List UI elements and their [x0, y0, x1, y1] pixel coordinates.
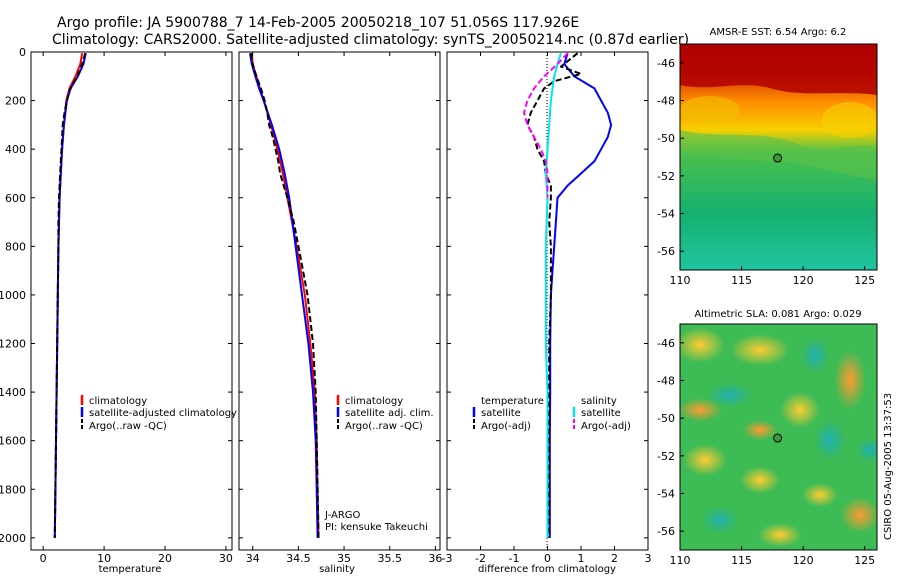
- x-tick-label: 0: [40, 552, 47, 565]
- y-tick-label: 400: [5, 143, 26, 156]
- x-tick-label: 36: [428, 552, 442, 565]
- legend-title-salinity: salinity: [581, 396, 617, 407]
- map-x-tick-label: 125: [854, 274, 875, 287]
- x-tick-label: 35.5: [378, 552, 403, 565]
- x-tick-label: 35: [337, 552, 351, 565]
- y-tick-label: 1600: [0, 435, 26, 448]
- legend-label-argo: Argo(..raw -QC): [345, 421, 423, 432]
- x-tick-label: 34: [246, 552, 260, 565]
- salinity-xlabel: salinity: [319, 564, 355, 575]
- legend-label-temp-satellite: satellite: [481, 408, 521, 419]
- x-tick-label: 3: [645, 552, 652, 565]
- map-x-tick-label: 125: [854, 554, 875, 567]
- map-y-tick-label: -46: [657, 57, 675, 70]
- legend-title-temperature: temperature: [481, 396, 544, 407]
- temperature-xlabel: temperature: [99, 564, 162, 575]
- map-x-tick-label: 110: [670, 274, 691, 287]
- y-tick-label: 0: [19, 46, 26, 59]
- x-tick-label: 1: [578, 552, 585, 565]
- x-tick-label: 20: [158, 552, 172, 565]
- series-line-salinity-argo-adj: [523, 52, 569, 198]
- map-y-tick-label: -54: [657, 208, 675, 221]
- series-line-satellite-adj-clim: [249, 53, 319, 538]
- y-tick-label: 200: [5, 95, 26, 108]
- x-tick-label: 10: [97, 552, 111, 565]
- temperature-panel: 0 10 20 30 temperature climatology satellit…: [30, 51, 237, 575]
- legend-label-climatology: climatology: [345, 396, 403, 407]
- sst-map-title: AMSR-E SST: 6.54 Argo: 6.2: [710, 27, 847, 38]
- y-tick-label: 1200: [0, 338, 26, 351]
- sst-map-panel: AMSR-E SST: 6.54 Argo: 6.2 110 115 120 125 -…: [657, 27, 878, 287]
- legend-label-sal-argo: Argo(-adj): [581, 421, 631, 432]
- map-x-tick-label: 115: [731, 274, 752, 287]
- x-tick-label: -3: [442, 552, 453, 565]
- map-y-tick-label: -50: [657, 412, 675, 425]
- argo-position-marker: [773, 153, 783, 163]
- map-x-tick-label: 110: [670, 554, 691, 567]
- series-line-temperature-argo-adj: [526, 52, 582, 538]
- x-tick-label: 30: [219, 552, 233, 565]
- legend-label-argo: Argo(..raw -QC): [89, 421, 167, 432]
- legend-label-climatology: climatology: [89, 396, 147, 407]
- map-y-tick-label: -48: [657, 95, 675, 108]
- sla-map-title: Altimetric SLA: 0.081 Argo: 0.029: [694, 309, 861, 320]
- x-tick-label: 34.5: [286, 552, 311, 565]
- figure-title-line1: Argo profile: JA 5900788_7 14-Feb-2005 2…: [57, 15, 579, 31]
- annotation-pi: PI: kensuke Takeuchi: [325, 522, 428, 533]
- sst-map-frame: [679, 43, 878, 271]
- map-y-tick-label: -52: [657, 170, 675, 183]
- map-y-tick-label: -48: [657, 375, 675, 388]
- x-tick-label: 2: [611, 552, 618, 565]
- difference-xlabel: difference from climatology: [478, 564, 616, 575]
- legend-label-sal-satellite: satellite: [581, 408, 621, 419]
- legend-label-satellite-adj: satellite adj. clim.: [345, 408, 434, 419]
- legend-label-temp-argo: Argo(-adj): [481, 421, 531, 432]
- x-tick-label: 0: [544, 552, 551, 565]
- map-y-tick-label: -54: [657, 488, 675, 501]
- difference-legend-temperature: temperature satellite Argo(-adj): [472, 396, 544, 432]
- sla-map-frame: [679, 323, 878, 551]
- y-tick-label: 800: [5, 240, 26, 253]
- legend-label-satellite-adjusted: satellite-adjusted climatology: [89, 408, 237, 419]
- y-tick-label: 1400: [0, 386, 26, 399]
- map-x-tick-label: 120: [793, 554, 814, 567]
- map-x-tick-label: 120: [793, 274, 814, 287]
- map-y-tick-label: -52: [657, 450, 675, 463]
- salinity-legend: climatology satellite adj. clim. Argo(..…: [336, 395, 434, 432]
- credit-stamp: CSIRO 05-Aug-2005 13:37:53: [883, 393, 894, 540]
- y-tick-label: 1800: [0, 483, 26, 496]
- difference-panel: -3 -2 -1 0 1 2 3 difference from climatology t…: [442, 51, 652, 575]
- salinity-panel: 34 34.5 35 35.5 36 salinity climatology sate…: [238, 51, 442, 575]
- temperature-axes-frame: [30, 51, 233, 551]
- difference-legend-salinity: salinity satellite Argo(-adj): [572, 396, 631, 432]
- series-line-argo-raw-qc: [53, 52, 87, 538]
- map-y-tick-label: -46: [657, 337, 675, 350]
- sla-field: [680, 324, 877, 550]
- x-tick-label: -2: [475, 552, 486, 565]
- sst-field: [680, 44, 877, 270]
- map-y-tick-label: -56: [657, 525, 675, 538]
- annotation-program: J-ARGO: [324, 510, 361, 521]
- sla-map-panel: Altimetric SLA: 0.081 Argo: 0.029 110 115…: [657, 309, 878, 567]
- map-y-tick-label: -50: [657, 132, 675, 145]
- y-tick-label: 2000: [0, 532, 26, 545]
- map-y-tick-label: -56: [657, 245, 675, 258]
- y-tick-label: 1000: [0, 289, 26, 302]
- temperature-legend: climatology satellite-adjusted climatolo…: [80, 395, 237, 432]
- figure-title-line2: Climatology: CARS2000. Satellite-adjuste…: [52, 32, 689, 48]
- map-x-tick-label: 115: [731, 554, 752, 567]
- y-tick-label: 600: [5, 192, 26, 205]
- argo-position-marker: [773, 433, 783, 443]
- x-tick-label: -1: [509, 552, 520, 565]
- series-line-argo-raw-qc: [249, 53, 320, 538]
